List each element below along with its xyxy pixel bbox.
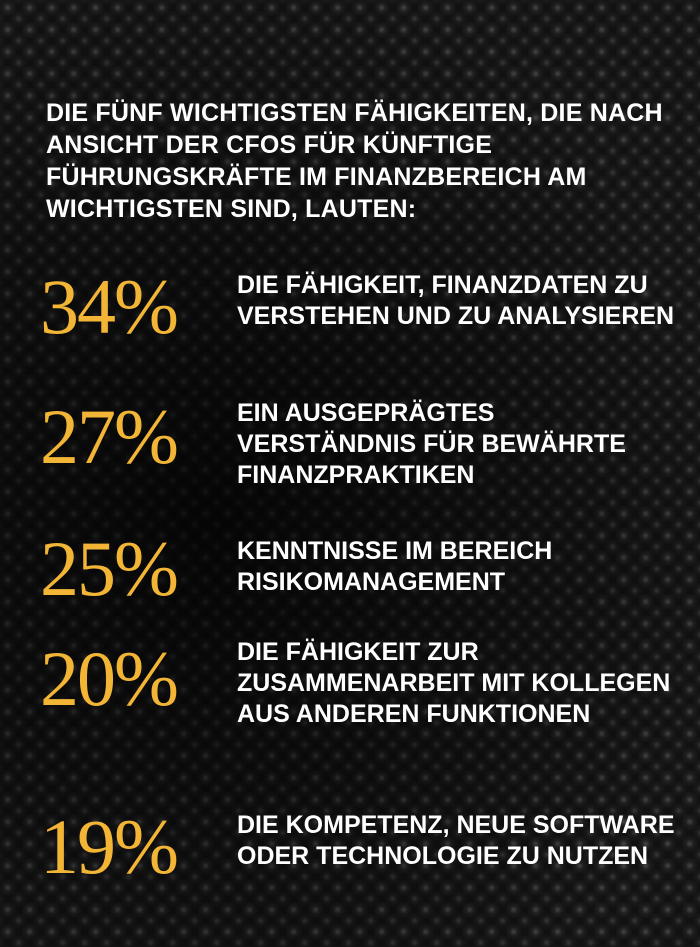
stat-percentage: 34%: [40, 263, 179, 350]
stat-percentage: 19%: [40, 803, 179, 890]
stat-description: DIE FÄHIGKEIT, FINANZDATEN ZU VERSTEHEN …: [237, 271, 675, 330]
stat-description: EIN AUSGEPRÄGTES VERSTÄNDNIS FÜR BEWÄHRT…: [237, 399, 626, 489]
stat-percentage: 20%: [40, 635, 179, 722]
stat-description: DIE KOMPETENZ, NEUE SOFTWARE ODER TECHNO…: [237, 811, 675, 870]
stat-percentage: 25%: [40, 525, 179, 612]
stat-description: DIE FÄHIGKEIT ZUR ZUSAMMENARBEIT MIT KOL…: [237, 638, 671, 728]
stat-description: KENNTNISSE IM BEREICH RISIKOMANAGEMENT: [237, 537, 553, 596]
stat-percentage: 27%: [40, 393, 179, 480]
headline: DIE FÜNF WICHTIGSTEN FÄHIGKEITEN, DIE NA…: [46, 99, 663, 223]
